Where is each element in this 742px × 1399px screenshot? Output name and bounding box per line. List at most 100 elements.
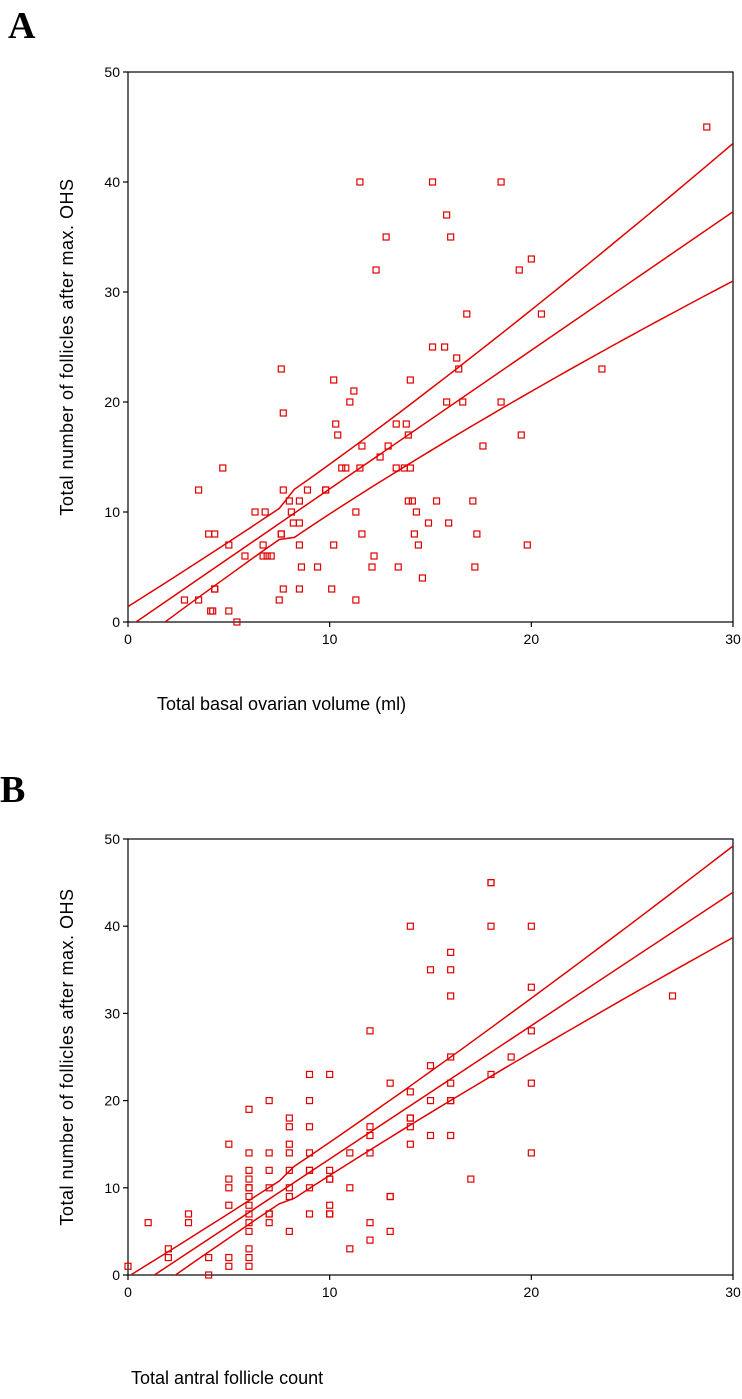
data-point — [418, 574, 427, 582]
data-point — [297, 563, 306, 571]
data-point — [459, 398, 467, 406]
y-tick-label: 30 — [104, 284, 120, 300]
upper-confidence-band — [129, 845, 733, 1275]
data-point — [414, 541, 422, 549]
regression-line — [153, 891, 733, 1275]
y-tick-label: 20 — [104, 394, 120, 410]
data-point — [537, 310, 546, 318]
data-point — [285, 1184, 293, 1192]
data-point — [313, 563, 322, 571]
data-point — [124, 1262, 132, 1270]
data-point — [384, 442, 392, 450]
data-point — [265, 1219, 273, 1227]
data-point — [376, 453, 384, 461]
data-point — [382, 233, 390, 241]
fit-lines — [129, 845, 733, 1275]
lower-confidence-band — [174, 936, 733, 1275]
data-point — [527, 922, 535, 930]
data-point — [406, 376, 414, 384]
data-point — [322, 486, 330, 494]
data-point — [279, 409, 287, 417]
data-point — [406, 1123, 414, 1131]
data-point — [285, 1140, 293, 1148]
data-point — [352, 508, 360, 516]
data-point — [326, 1210, 334, 1218]
data-point — [703, 123, 711, 131]
data-point — [277, 530, 285, 538]
data-point — [426, 1062, 435, 1070]
data-point — [392, 420, 400, 428]
data-point — [328, 585, 336, 593]
data-point — [410, 530, 418, 538]
data-point — [394, 563, 402, 571]
data-point — [370, 552, 378, 560]
data-point — [523, 541, 531, 549]
data-point — [358, 530, 366, 538]
data-point — [245, 1227, 253, 1236]
data-point — [205, 1253, 213, 1262]
data-point — [366, 1219, 374, 1227]
data-point — [406, 464, 414, 472]
data-point — [386, 1192, 394, 1201]
data-point — [225, 1175, 233, 1183]
data-point — [285, 1123, 293, 1131]
data-point — [326, 1201, 334, 1209]
y-tick-label: 0 — [112, 614, 120, 630]
data-point — [211, 585, 219, 593]
data-point — [412, 508, 420, 516]
data-point — [432, 497, 441, 505]
data-point — [447, 1097, 455, 1105]
data-point — [527, 983, 535, 991]
data-point — [265, 1210, 273, 1218]
x-tick-label: 0 — [124, 1284, 132, 1300]
data-point — [332, 420, 340, 428]
y-tick-label: 50 — [104, 831, 120, 847]
data-point — [346, 1149, 354, 1157]
data-point — [366, 1123, 374, 1131]
data-point — [447, 948, 455, 956]
data-point — [285, 1227, 293, 1236]
data-point — [428, 343, 437, 351]
panel-label-a: A — [8, 5, 36, 47]
data-point — [471, 563, 479, 571]
data-point — [265, 1166, 273, 1174]
x-tick-label: 10 — [322, 631, 338, 647]
data-point — [445, 519, 453, 527]
data-point — [326, 1070, 334, 1079]
data-point — [447, 1131, 455, 1140]
data-point — [305, 1210, 314, 1218]
data-point — [386, 1192, 394, 1201]
data-point — [342, 464, 350, 472]
data-point — [305, 1184, 314, 1192]
data-point — [447, 1053, 455, 1061]
data-point — [527, 1027, 535, 1035]
data-point — [295, 585, 304, 593]
data-point — [295, 497, 304, 505]
data-point — [426, 1131, 435, 1140]
data-point — [295, 519, 304, 527]
x-axis-title-b: Total antral follicle count — [131, 1368, 324, 1388]
data-point — [225, 1140, 233, 1148]
lower-confidence-band — [163, 280, 733, 622]
data-point — [263, 552, 271, 560]
data-point — [463, 310, 471, 318]
data-point — [225, 607, 233, 615]
data-point — [205, 1271, 213, 1279]
data-point — [441, 343, 449, 351]
data-point — [352, 596, 360, 604]
data-point — [305, 1097, 314, 1105]
data-point — [225, 1253, 233, 1262]
data-point — [194, 596, 203, 604]
data-point — [289, 519, 297, 527]
data-point — [527, 1149, 535, 1157]
data-point — [527, 1079, 535, 1087]
y-tick-label: 10 — [104, 1180, 120, 1196]
data-point — [455, 365, 463, 373]
data-point — [287, 508, 295, 516]
data-point — [245, 1262, 253, 1270]
data-point — [267, 552, 275, 560]
y-tick-label: 40 — [104, 918, 120, 934]
data-point — [219, 464, 227, 472]
data-point — [233, 618, 241, 626]
data-point — [245, 1175, 253, 1183]
